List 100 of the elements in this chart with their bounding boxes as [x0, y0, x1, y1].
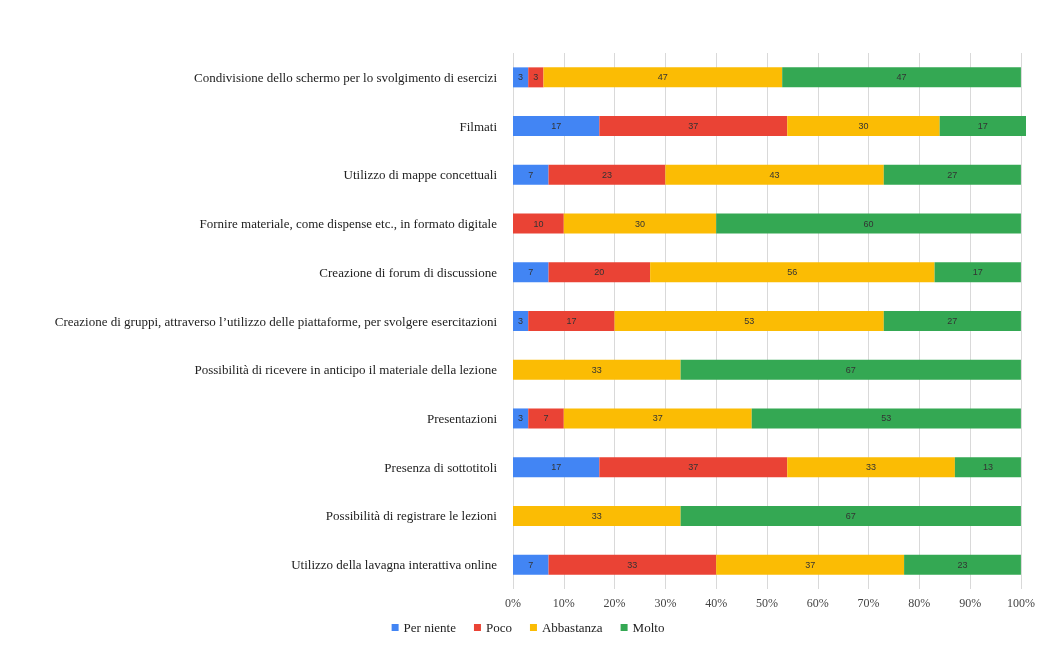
data-label: 3: [533, 72, 539, 83]
bar: [665, 164, 884, 185]
y-tick-label: Utilizzo di mappe concettuali: [343, 167, 498, 183]
data-label: 33: [866, 462, 877, 473]
data-label: 56: [787, 267, 798, 278]
y-tick-label: Creazione di forum di discussione: [319, 264, 498, 280]
data-label: 30: [858, 121, 869, 132]
data-label: 43: [769, 169, 780, 180]
data-label: 47: [657, 72, 668, 83]
data-label: 17: [972, 267, 983, 278]
data-label: 60: [863, 218, 874, 229]
bar: [782, 67, 1021, 88]
x-tick-label: 50%: [755, 596, 778, 610]
x-tick-label: 30%: [654, 596, 677, 610]
data-label: 17: [977, 121, 988, 132]
bar: [954, 457, 1021, 478]
bar: [716, 554, 905, 575]
bar: [934, 262, 1021, 283]
legend-label: Abbastanza: [541, 620, 603, 635]
y-tick-label: Creazione di gruppi, attraverso l’utilizzo delle piattaforme, per svolgere esercitazioni: [54, 313, 498, 329]
y-tick-label: Possibilità di ricevere in anticipo il materiale della lezione: [194, 362, 498, 378]
data-label: 67: [845, 364, 856, 375]
y-tick-label: Presentazioni: [426, 410, 498, 426]
data-label: 30: [634, 218, 645, 229]
data-label: 17: [566, 316, 577, 326]
x-tick-label: 10%: [552, 596, 575, 610]
data-label: 23: [601, 169, 612, 180]
data-label: 13: [982, 462, 993, 473]
bar: [680, 505, 1021, 526]
bar: [939, 116, 1026, 137]
bar: [599, 457, 788, 478]
y-tick-label: Possibilità di registrare le lezioni: [325, 508, 498, 524]
y-tick-label: Filmati: [459, 118, 498, 134]
data-label: 7: [528, 169, 534, 180]
data-label: 33: [591, 364, 602, 375]
x-tick-label: 100%: [1006, 596, 1035, 610]
bar: [513, 213, 564, 234]
data-label: 7: [528, 267, 534, 278]
bar: [513, 457, 600, 478]
bar: [563, 408, 752, 429]
bar: [543, 67, 783, 88]
bar: [528, 311, 615, 331]
data-label: 23: [957, 559, 968, 570]
data-label: 27: [947, 169, 958, 180]
bar: [513, 311, 529, 331]
bar: [614, 311, 884, 331]
data-label: 10: [533, 218, 544, 229]
legend-label: Molto: [632, 620, 665, 635]
data-label: 27: [947, 316, 958, 326]
data-label: 3: [518, 413, 524, 424]
bar: [513, 116, 600, 137]
x-tick-label: 0%: [505, 596, 521, 610]
bar: [883, 164, 1021, 185]
bar: [787, 116, 940, 137]
data-label: 20: [594, 267, 605, 278]
bar: [883, 311, 1021, 331]
data-label: 37: [652, 413, 663, 424]
legend-label: Per niente: [403, 620, 457, 635]
bar: [548, 164, 666, 185]
bar: [528, 408, 564, 429]
y-tick-label: Utilizzo della lavagna interattiva online: [291, 557, 498, 573]
data-label: 53: [744, 316, 755, 326]
bar: [513, 67, 529, 88]
bar: [680, 359, 1021, 380]
x-tick-label: 60%: [806, 596, 829, 610]
data-label: 7: [543, 413, 549, 424]
bar: [904, 554, 1021, 575]
bar: [513, 505, 681, 526]
bar: [513, 408, 529, 429]
bar: [787, 457, 955, 478]
x-tick-label: 90%: [959, 596, 982, 610]
x-tick-label: 70%: [857, 596, 880, 610]
y-tick-label: Fornire materiale, come dispense etc., in formato digitale: [199, 216, 498, 232]
bar: [513, 359, 681, 380]
data-label: 7: [528, 559, 534, 570]
bar: [528, 67, 544, 88]
data-label: 47: [896, 72, 907, 83]
bar: [563, 213, 717, 234]
x-tick-label: 20%: [603, 596, 626, 610]
y-tick-label: Presenza di sottotitoli: [384, 459, 498, 475]
data-label: 33: [591, 510, 602, 521]
bar: [599, 116, 788, 137]
data-label: 53: [881, 413, 892, 424]
data-label: 33: [627, 559, 638, 570]
legend-label: Poco: [485, 620, 512, 635]
data-label: 3: [518, 316, 524, 326]
data-label: 17: [551, 462, 562, 473]
bar: [548, 262, 651, 283]
bar: [513, 554, 549, 575]
x-tick-label: 40%: [705, 596, 728, 610]
data-label: 67: [845, 510, 856, 521]
bar: [650, 262, 935, 283]
bar: [716, 213, 1021, 234]
data-label: 37: [688, 462, 699, 473]
data-label: 37: [805, 559, 816, 570]
bar: [751, 408, 1021, 429]
bar: [513, 262, 549, 283]
x-tick-label: 80%: [908, 596, 931, 610]
bar: [513, 164, 549, 185]
data-label: 37: [688, 121, 699, 132]
